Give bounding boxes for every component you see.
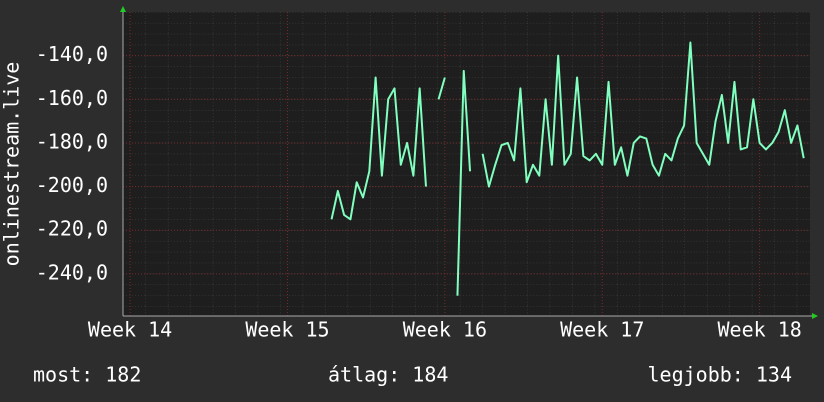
lines: [330, 41, 805, 296]
stat-best: legjobb: 134: [648, 363, 793, 387]
stat-average: átlag: 184: [328, 363, 448, 387]
y-tick-label: -140,0: [36, 42, 108, 66]
y-tick-label: -240,0: [36, 260, 108, 284]
data-line: [481, 41, 805, 188]
data-line: [437, 77, 446, 100]
x-tick-label: Week 17: [560, 318, 644, 342]
y-tick-label: -200,0: [36, 173, 108, 197]
y-tick-label: -220,0: [36, 217, 108, 241]
labels: -140,0 -160,0 -180,0 -200,0 -220,0 -240,0 Week…: [36, 42, 802, 341]
x-tick-label: Week 16: [403, 318, 487, 342]
y-arrow: [120, 6, 126, 12]
data-line: [456, 69, 472, 296]
minor-grid: [123, 12, 810, 316]
x-tick-label: Week 18: [717, 318, 801, 342]
y-tick-label: -160,0: [36, 86, 108, 110]
grid: [123, 12, 810, 316]
y-axis-label: onlinestream.live: [0, 62, 24, 267]
x-tick-label: Week 14: [88, 318, 172, 342]
data-line: [330, 76, 427, 221]
x-arrow: [812, 313, 818, 319]
y-tick-label: -180,0: [36, 129, 108, 153]
x-tick-label: Week 15: [245, 318, 329, 342]
stat-current: most: 182: [33, 363, 141, 387]
